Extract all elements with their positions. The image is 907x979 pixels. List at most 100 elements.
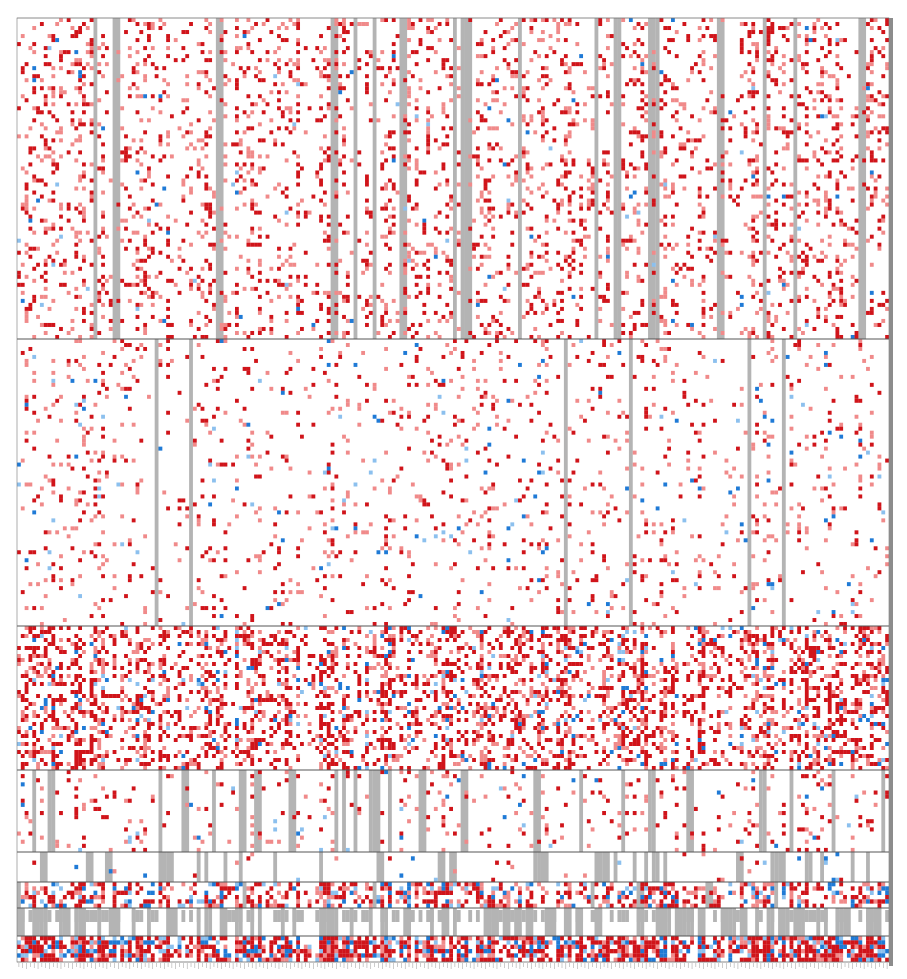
heatmap-cell <box>720 626 725 630</box>
heatmap-cell <box>525 186 530 191</box>
heatmap-cell <box>785 374 790 379</box>
heatmap-cell <box>296 626 301 630</box>
heatmap-cell <box>575 22 580 27</box>
heatmap-cell <box>804 322 809 327</box>
heatmap-cell <box>567 270 572 275</box>
heatmap-cell <box>59 262 63 267</box>
heatmap-cell <box>801 258 805 263</box>
heatmap-cell <box>345 282 350 287</box>
heatmap-cell <box>751 262 756 267</box>
heatmap-cell <box>368 294 373 299</box>
heatmap-cell <box>418 322 423 327</box>
heatmap-cell <box>238 418 243 423</box>
heatmap-cell <box>732 574 737 579</box>
heatmap-cell <box>277 182 281 187</box>
heatmap-cell <box>540 438 545 443</box>
heatmap-cell <box>238 314 243 319</box>
heatmap-cell <box>869 82 874 87</box>
heatmap-cell <box>827 106 832 111</box>
heatmap-cell <box>441 382 446 387</box>
heatmap-cell <box>376 330 381 335</box>
heatmap-cell <box>120 238 125 243</box>
heatmap-cell <box>667 446 671 451</box>
heatmap-cell <box>162 630 167 634</box>
heatmap-cell <box>605 614 610 619</box>
heatmap-cell <box>296 410 301 415</box>
heatmap-cell <box>89 118 94 123</box>
heatmap-cell <box>609 494 614 499</box>
heatmap-cell <box>529 174 534 179</box>
heatmap-cell <box>525 226 530 231</box>
heatmap-cell <box>789 334 794 339</box>
heatmap-cell <box>789 94 794 99</box>
heatmap-cell <box>158 618 163 623</box>
heatmap-cell <box>579 542 584 547</box>
heatmap-cell <box>820 90 824 95</box>
heatmap-cell <box>277 70 281 75</box>
heatmap-cell <box>674 158 679 163</box>
heatmap-cell <box>563 638 568 642</box>
heatmap-cell <box>449 630 453 634</box>
heatmap-cell <box>74 294 79 299</box>
heatmap-cell <box>334 66 339 71</box>
heatmap-cell <box>766 314 771 319</box>
heatmap-cell <box>55 238 60 243</box>
heatmap-cell <box>74 410 79 415</box>
heatmap-cell <box>644 186 649 191</box>
heatmap-cell <box>877 50 882 55</box>
heatmap-cell <box>667 330 671 335</box>
heatmap-cell <box>200 494 205 499</box>
heatmap-cell <box>632 562 637 567</box>
heatmap-cell <box>571 258 576 263</box>
heatmap-cell <box>200 166 205 171</box>
heatmap-cell <box>384 514 388 519</box>
heatmap-cell <box>472 254 476 259</box>
heatmap-cell <box>212 226 216 231</box>
heatmap-cell <box>391 222 396 227</box>
heatmap-cell <box>544 574 549 579</box>
heatmap-cell <box>820 66 824 71</box>
heatmap-cell <box>204 322 209 327</box>
heatmap-cell <box>881 510 886 515</box>
heatmap-cell <box>143 22 148 27</box>
heatmap-cell <box>36 178 40 183</box>
heatmap-cell <box>43 654 48 658</box>
heatmap-cell <box>131 422 136 427</box>
heatmap-cell <box>866 94 870 99</box>
heatmap-cell <box>671 530 675 535</box>
heatmap-cell <box>605 254 610 259</box>
heatmap-cell <box>70 378 75 383</box>
heatmap-cell <box>567 86 572 91</box>
heatmap-cell <box>697 554 702 559</box>
heatmap-cell <box>835 266 840 271</box>
heatmap-cell <box>212 366 216 371</box>
heatmap-cell <box>166 334 170 339</box>
heatmap-cell <box>238 46 243 51</box>
heatmap-cell <box>192 278 197 283</box>
heatmap-cell <box>621 322 626 327</box>
heatmap-cell <box>575 122 580 127</box>
heatmap-cell <box>403 154 408 159</box>
heatmap-cell <box>223 334 228 339</box>
heatmap-cell <box>510 70 515 75</box>
heatmap-cell <box>177 634 182 638</box>
heatmap-cell <box>55 22 60 27</box>
heatmap-cell <box>192 406 197 411</box>
heatmap-cell <box>437 86 442 91</box>
heatmap-cell <box>789 238 794 243</box>
heatmap-cell <box>537 334 541 339</box>
heatmap-cell <box>674 86 679 91</box>
heatmap-cell <box>143 242 148 247</box>
heatmap-cell <box>43 62 48 67</box>
heatmap-cell <box>575 578 580 583</box>
heatmap-cell <box>254 474 258 479</box>
heatmap-cell <box>250 226 255 231</box>
heatmap-cell <box>387 634 392 638</box>
heatmap-cell <box>525 202 530 207</box>
heatmap-cell <box>441 410 446 415</box>
heatmap-cell <box>131 358 136 363</box>
heatmap-cell <box>755 474 759 479</box>
heatmap-cell <box>816 474 821 479</box>
heatmap-cell <box>839 98 844 103</box>
heatmap-cell <box>858 590 863 595</box>
